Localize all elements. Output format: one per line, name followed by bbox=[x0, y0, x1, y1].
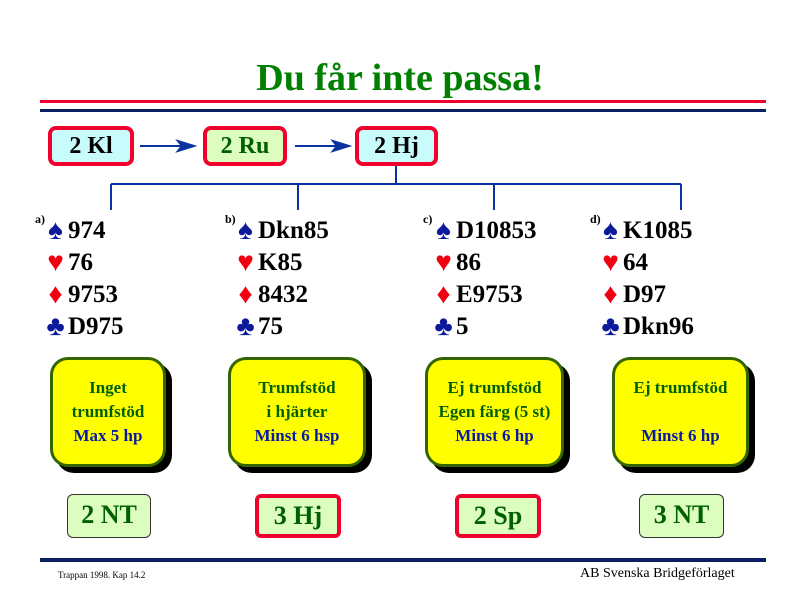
suit-row-clubs: ♣ D975 bbox=[35, 311, 124, 343]
hand-note: Inget trumfstöd Max 5 hp bbox=[50, 357, 166, 467]
hearts-icon: ♥ bbox=[47, 247, 64, 278]
hearts-cards: 86 bbox=[456, 249, 481, 276]
hearts-icon: ♥ bbox=[602, 247, 619, 278]
diamonds-icon: ♦ bbox=[436, 279, 451, 310]
connector-lines bbox=[110, 139, 682, 210]
hand-label: b) bbox=[225, 212, 236, 226]
clubs-cards: 5 bbox=[456, 313, 469, 340]
clubs-icon: ♣ bbox=[236, 311, 255, 342]
suit-row-clubs: ♣ Dkn96 bbox=[590, 311, 694, 343]
suit-row-spades: ♠ D10853 bbox=[423, 215, 537, 247]
hand-label: a) bbox=[35, 212, 45, 226]
suit-row-spades: ♠ 974 bbox=[35, 215, 124, 247]
suit-row-clubs: ♣ 5 bbox=[423, 311, 537, 343]
note-line: Minst 6 hp bbox=[641, 426, 720, 445]
note-line: trumfstöd bbox=[71, 402, 145, 421]
bid-2hj: 2 Hj bbox=[355, 126, 438, 166]
diamonds-cards: E9753 bbox=[456, 281, 523, 308]
navy-divider bbox=[40, 109, 766, 112]
spades-cards: 974 bbox=[68, 217, 106, 244]
suit-row-hearts: ♥ 76 bbox=[35, 247, 124, 279]
hearts-cards: 76 bbox=[68, 249, 93, 276]
note-line: Max 5 hp bbox=[73, 426, 143, 445]
clubs-icon: ♣ bbox=[601, 311, 620, 342]
bid-2ru: 2 Ru bbox=[203, 126, 287, 166]
spades-icon: ♠ bbox=[238, 215, 253, 246]
footer-publisher: AB Svenska Bridgeförlaget bbox=[580, 566, 735, 581]
suit-row-spades: ♠ Dkn85 bbox=[225, 215, 329, 247]
hearts-cards: K85 bbox=[258, 249, 303, 276]
bid-2kl: 2 Kl bbox=[48, 126, 134, 166]
hand-label: c) bbox=[423, 212, 433, 226]
suit-row-spades: ♠ K1085 bbox=[590, 215, 694, 247]
red-divider bbox=[40, 100, 766, 103]
answer-bid: 2 Sp bbox=[455, 494, 541, 538]
hand-d: d) ♠ K1085 ♥ 64 ♦ D97 ♣ Dkn96 bbox=[590, 212, 694, 343]
suit-row-diamonds: ♦ 9753 bbox=[35, 279, 124, 311]
answer-bid: 3 Hj bbox=[255, 494, 341, 538]
hand-label: d) bbox=[590, 212, 601, 226]
clubs-cards: D975 bbox=[68, 313, 124, 340]
spades-cards: Dkn85 bbox=[258, 217, 329, 244]
hearts-icon: ♥ bbox=[435, 247, 452, 278]
note-line: i hjärter bbox=[266, 402, 328, 421]
spades-icon: ♠ bbox=[603, 215, 618, 246]
note-line: Ej trumfstöd bbox=[447, 378, 542, 397]
note-line: Minst 6 hsp bbox=[254, 426, 340, 445]
diamonds-cards: 9753 bbox=[68, 281, 118, 308]
arrow-head-2 bbox=[330, 139, 353, 153]
clubs-icon: ♣ bbox=[46, 311, 65, 342]
diamonds-icon: ♦ bbox=[48, 279, 63, 310]
answer-bid: 2 NT bbox=[67, 494, 151, 538]
suit-row-diamonds: ♦ 8432 bbox=[225, 279, 329, 311]
spades-cards: D10853 bbox=[456, 217, 537, 244]
footer-source: Trappan 1998. Kap 14.2 bbox=[58, 570, 146, 580]
page-title: Du får inte passa! bbox=[256, 57, 544, 99]
footer-divider bbox=[40, 558, 766, 562]
hand-a: a) ♠ 974 ♥ 76 ♦ 9753 ♣ D975 bbox=[35, 212, 124, 343]
diamonds-icon: ♦ bbox=[603, 279, 618, 310]
note-line: Inget bbox=[89, 378, 127, 397]
diamonds-cards: 8432 bbox=[258, 281, 308, 308]
hand-note: Ej trumfstöd Minst 6 hp bbox=[612, 357, 749, 467]
note-line: Trumfstöd bbox=[258, 378, 336, 397]
suit-row-hearts: ♥ 64 bbox=[590, 247, 694, 279]
spades-icon: ♠ bbox=[48, 215, 63, 246]
note-line bbox=[615, 400, 746, 424]
suit-row-hearts: ♥ K85 bbox=[225, 247, 329, 279]
hand-c: c) ♠ D10853 ♥ 86 ♦ E9753 ♣ 5 bbox=[423, 212, 537, 343]
suit-row-diamonds: ♦ D97 bbox=[590, 279, 694, 311]
diamonds-icon: ♦ bbox=[238, 279, 253, 310]
spades-icon: ♠ bbox=[436, 215, 451, 246]
clubs-cards: Dkn96 bbox=[623, 313, 694, 340]
hearts-cards: 64 bbox=[623, 249, 648, 276]
hand-note: Ej trumfstöd Egen färg (5 st) Minst 6 hp bbox=[425, 357, 564, 467]
note-line: Egen färg (5 st) bbox=[438, 402, 551, 421]
note-line: Minst 6 hp bbox=[455, 426, 534, 445]
hand-b: b) ♠ Dkn85 ♥ K85 ♦ 8432 ♣ 75 bbox=[225, 212, 329, 343]
hand-note: Trumfstöd i hjärter Minst 6 hsp bbox=[228, 357, 366, 467]
clubs-icon: ♣ bbox=[434, 311, 453, 342]
note-line: Ej trumfstöd bbox=[633, 378, 728, 397]
suit-row-clubs: ♣ 75 bbox=[225, 311, 329, 343]
hearts-icon: ♥ bbox=[237, 247, 254, 278]
suit-row-hearts: ♥ 86 bbox=[423, 247, 537, 279]
suit-row-diamonds: ♦ E9753 bbox=[423, 279, 537, 311]
answer-bid: 3 NT bbox=[639, 494, 724, 538]
diamonds-cards: D97 bbox=[623, 281, 667, 308]
clubs-cards: 75 bbox=[258, 313, 283, 340]
arrow-head-1 bbox=[175, 139, 198, 153]
spades-cards: K1085 bbox=[623, 217, 693, 244]
